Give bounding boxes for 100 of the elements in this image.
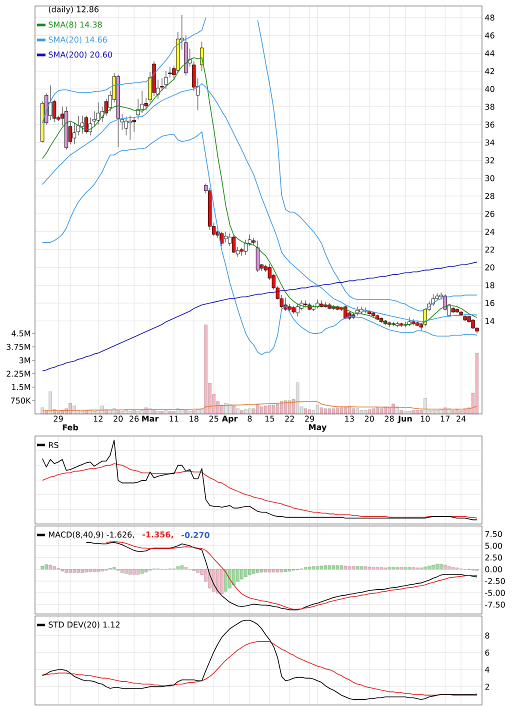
x-tick-label: 24 bbox=[456, 416, 466, 422]
legend-label: SMA(20) 14.66 bbox=[48, 36, 107, 44]
bar bbox=[72, 406, 76, 414]
y-tick-label: 30 bbox=[485, 175, 494, 182]
y-tick-label: 18 bbox=[486, 282, 494, 288]
candlestick bbox=[116, 74, 120, 148]
bar bbox=[48, 391, 52, 414]
y-tick-label: 2 bbox=[485, 684, 489, 690]
candlestick bbox=[292, 306, 296, 314]
bar bbox=[224, 403, 228, 414]
bar bbox=[40, 408, 44, 414]
bar bbox=[360, 410, 363, 414]
candlestick bbox=[84, 116, 88, 134]
y-tick-label: 26 bbox=[485, 210, 494, 217]
y-tick-label: 4 bbox=[485, 666, 490, 673]
y-tick-label: 6 bbox=[485, 650, 490, 656]
y-tick-label: 14 bbox=[486, 318, 494, 324]
y-tick-label: 44 bbox=[485, 50, 494, 56]
candlestick bbox=[64, 106, 68, 150]
y2-tick-label: 3M bbox=[19, 357, 30, 364]
candlestick bbox=[463, 314, 467, 322]
candlestick bbox=[288, 304, 292, 312]
x-tick-label: 20 bbox=[114, 416, 123, 422]
bar bbox=[180, 409, 184, 414]
legend-label: STD DEV(20) 1.12 bbox=[48, 621, 120, 629]
bar bbox=[400, 410, 403, 414]
bar bbox=[475, 353, 479, 414]
candlestick bbox=[184, 35, 188, 76]
legend-label: SMA(200) 20.60 bbox=[48, 51, 112, 59]
candlestick bbox=[316, 299, 320, 309]
x-tick-label: 29 bbox=[54, 416, 63, 422]
bar bbox=[204, 324, 208, 414]
bar bbox=[168, 411, 172, 414]
candlestick bbox=[256, 240, 260, 272]
bar bbox=[272, 404, 276, 414]
x-tick-label: 12 bbox=[94, 416, 102, 422]
bar bbox=[384, 406, 387, 414]
bar bbox=[376, 408, 379, 414]
bar bbox=[268, 404, 272, 414]
x-tick-label: 20 bbox=[364, 416, 374, 422]
candlestick bbox=[140, 90, 144, 114]
y-tick-label: 34 bbox=[485, 139, 494, 146]
annotation: -0.270 bbox=[182, 532, 210, 538]
legend-label: SMA(8) 14.38 bbox=[48, 21, 102, 29]
x-tick-label: 15 bbox=[265, 416, 274, 422]
y-tick-label: -7.50 bbox=[485, 602, 505, 608]
candlestick bbox=[208, 188, 212, 230]
y-tick-label: 16 bbox=[486, 300, 494, 306]
y2-tick-label: 1.5M bbox=[12, 384, 30, 390]
bar bbox=[124, 410, 128, 414]
y2-tick-label: 3.75M bbox=[6, 344, 30, 350]
candlestick bbox=[220, 231, 224, 246]
bar bbox=[276, 404, 280, 414]
x-tick-label: 29 bbox=[305, 416, 314, 422]
y-tick-label: 38 bbox=[485, 104, 494, 110]
y-tick-label: 48 bbox=[485, 14, 494, 21]
x-tick-label: 11 bbox=[170, 416, 178, 422]
x-tick-label: 26 bbox=[130, 416, 139, 422]
bar bbox=[184, 410, 188, 414]
bar bbox=[412, 410, 415, 414]
y-tick-label: 8 bbox=[485, 632, 490, 639]
y-tick-label: 24 bbox=[485, 228, 494, 235]
candlestick bbox=[304, 300, 308, 308]
x-tick-label: 18 bbox=[190, 416, 198, 422]
y-tick-label: -2.50 bbox=[485, 578, 505, 584]
y-tick-label: 7.50 bbox=[485, 530, 502, 537]
candlestick bbox=[72, 122, 76, 145]
candlestick bbox=[296, 304, 300, 317]
bar bbox=[256, 404, 260, 414]
bar bbox=[364, 410, 367, 414]
legend-label: MACD(8,40,9) -1.626, bbox=[48, 531, 134, 539]
y-tick-label: -5.00 bbox=[485, 590, 505, 596]
candlestick bbox=[128, 116, 132, 140]
y-tick-label: 0.00 bbox=[485, 566, 502, 572]
bar bbox=[344, 406, 348, 414]
y-tick-label: 28 bbox=[485, 193, 494, 200]
x-tick-label: 25 bbox=[209, 416, 218, 422]
bar bbox=[120, 411, 124, 414]
y-tick-label: 40 bbox=[485, 86, 494, 92]
bar bbox=[196, 409, 200, 414]
y-tick-label: 32 bbox=[485, 157, 494, 164]
bar bbox=[80, 411, 84, 414]
bar bbox=[232, 406, 236, 414]
y2-tick-label: 4.5M bbox=[12, 330, 30, 336]
candlestick bbox=[92, 111, 96, 126]
y-tick-label: 22 bbox=[485, 246, 494, 253]
x-tick-label: 28 bbox=[384, 416, 394, 422]
y-tick-label: 42 bbox=[485, 68, 494, 74]
bar bbox=[280, 401, 284, 414]
x-tick-label: 13 bbox=[345, 416, 354, 422]
bar bbox=[416, 410, 419, 414]
bar bbox=[396, 408, 399, 414]
bar bbox=[264, 406, 268, 414]
candlestick bbox=[471, 318, 475, 330]
legend-title: (daily) 12.86 bbox=[48, 6, 99, 14]
bar bbox=[408, 411, 411, 414]
x-tick-label: Jun bbox=[398, 416, 412, 424]
series-label: -1.356, bbox=[142, 531, 173, 539]
candlestick bbox=[76, 116, 80, 136]
y-tick-label: 5.00 bbox=[485, 542, 502, 549]
